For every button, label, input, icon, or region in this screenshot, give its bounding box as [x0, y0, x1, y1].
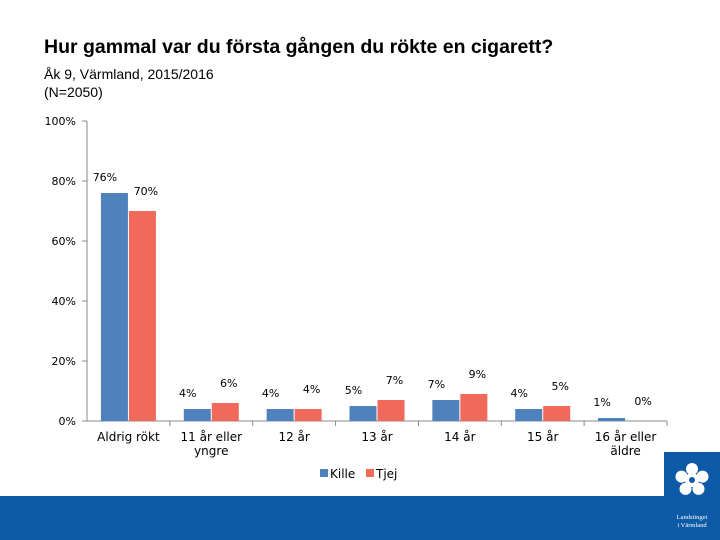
y-tick-label: 20%	[52, 355, 76, 368]
bar-chart: 0% 20% 40% 60% 80% 100% 76% 70% Aldrig rökt 4% 6% 1…	[45, 115, 668, 481]
data-label: 5%	[551, 380, 568, 393]
bar-tjej	[377, 400, 405, 421]
bar-tjej	[211, 403, 239, 421]
logo-text-2: i Värmland	[677, 522, 707, 529]
data-label: 4%	[262, 387, 279, 400]
data-label: 7%	[428, 378, 445, 391]
data-label: 4%	[303, 383, 320, 396]
data-label: 4%	[179, 387, 196, 400]
legend-swatch-kille	[320, 469, 328, 477]
footer-bar	[0, 496, 720, 540]
bar-kille	[598, 418, 626, 421]
bar-kille	[349, 406, 377, 421]
data-label: 76%	[93, 171, 117, 184]
bar-tjej	[294, 409, 322, 421]
x-tick-label: 13 år	[361, 430, 392, 444]
data-label: 1%	[593, 396, 610, 409]
bar-kille	[515, 409, 543, 421]
data-label: 6%	[220, 377, 237, 390]
legend-swatch-tjej	[366, 469, 374, 477]
bar-kille	[432, 400, 460, 421]
x-tick-label: 12 år	[278, 430, 309, 444]
x-tick-label: yngre	[194, 444, 228, 458]
landstinget-logo: Landstinget i Värmland	[664, 452, 720, 540]
sample-size: (N=2050)	[44, 84, 103, 100]
logo-text-1: Landstinget	[676, 514, 708, 521]
legend-label-kille: Kille	[330, 467, 355, 481]
legend-label-tjej: Tjej	[375, 467, 397, 481]
x-tick-label: 11 år eller	[181, 430, 243, 444]
data-label: 0%	[634, 395, 651, 408]
bar-tjej	[128, 211, 156, 421]
bar-tjej	[543, 406, 571, 421]
x-tick-label: 14 år	[444, 430, 475, 444]
chart-subtitle: Åk 9, Värmland, 2015/2016	[44, 66, 214, 82]
data-label: 7%	[386, 374, 403, 387]
data-label: 4%	[510, 387, 527, 400]
y-tick-label: 0%	[59, 415, 76, 428]
x-tick-label: 15 år	[527, 430, 558, 444]
bar-kille	[266, 409, 294, 421]
bar-kille	[100, 193, 128, 421]
flower-icon	[675, 463, 709, 495]
x-tick-label: äldre	[610, 444, 640, 458]
chart-title: Hur gammal var du första gången du rökte…	[44, 36, 554, 58]
data-label: 5%	[345, 384, 362, 397]
x-tick-label: 16 år eller	[595, 430, 657, 444]
y-tick-label: 100%	[45, 115, 76, 128]
x-tick-label: Aldrig rökt	[97, 430, 160, 444]
y-tick-label: 40%	[52, 295, 76, 308]
data-label: 9%	[469, 368, 486, 381]
y-tick-label: 80%	[52, 175, 76, 188]
data-label: 70%	[134, 185, 158, 198]
bar-kille	[183, 409, 211, 421]
y-tick-label: 60%	[52, 235, 76, 248]
bar-tjej	[460, 394, 488, 421]
